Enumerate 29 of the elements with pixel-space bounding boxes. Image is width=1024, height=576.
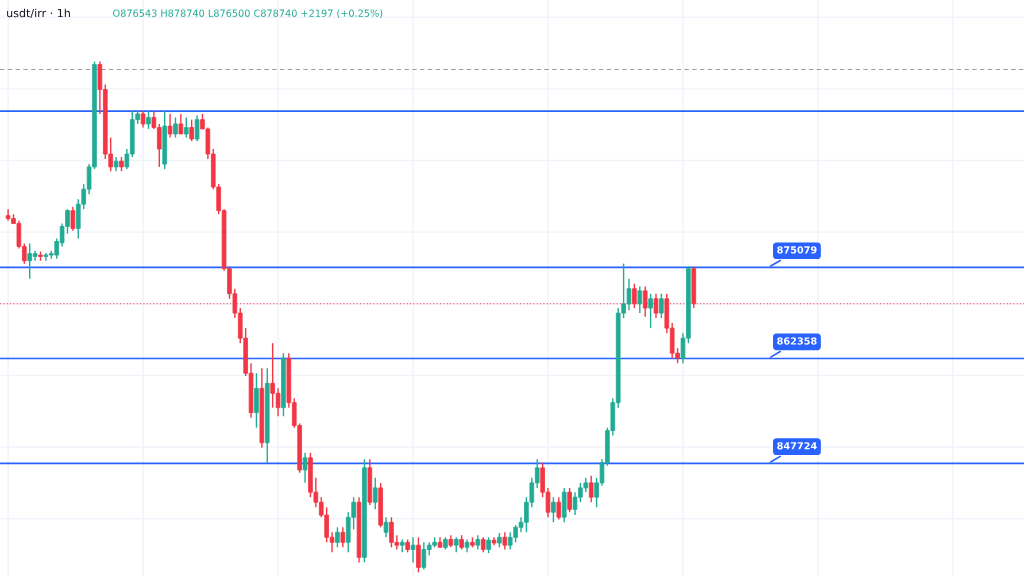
candlestick <box>194 114 200 142</box>
ref-line-label: 875079 <box>777 246 817 254</box>
candlestick <box>70 206 76 232</box>
candlestick <box>372 477 378 511</box>
candlestick <box>167 113 173 139</box>
ref-line-label: 847724 <box>777 442 817 450</box>
candlestick <box>173 116 178 139</box>
candlestick <box>302 452 308 484</box>
candlestick <box>642 285 648 318</box>
candlestick <box>637 285 643 314</box>
candlestick <box>588 475 594 503</box>
candlestick <box>183 116 189 139</box>
candlestick <box>648 293 653 329</box>
text: usdt/irr · 1h <box>7 8 70 19</box>
candlestick <box>383 516 389 539</box>
candlestick <box>189 118 194 142</box>
candlestick <box>551 496 556 523</box>
candlestick <box>335 526 340 549</box>
ref-line-label: 862358 <box>777 337 817 345</box>
candlestick <box>340 526 346 549</box>
candlestick <box>659 293 664 319</box>
candlestick <box>567 487 572 513</box>
candlestick <box>556 496 562 521</box>
candlestick <box>178 113 184 135</box>
candlestick <box>416 536 421 574</box>
candlestick <box>653 293 659 319</box>
text: O876543 H878740 L876500 C878740 +2197 (+0.25%) <box>113 9 383 18</box>
candlestick <box>410 536 416 564</box>
candlestick <box>632 283 637 309</box>
